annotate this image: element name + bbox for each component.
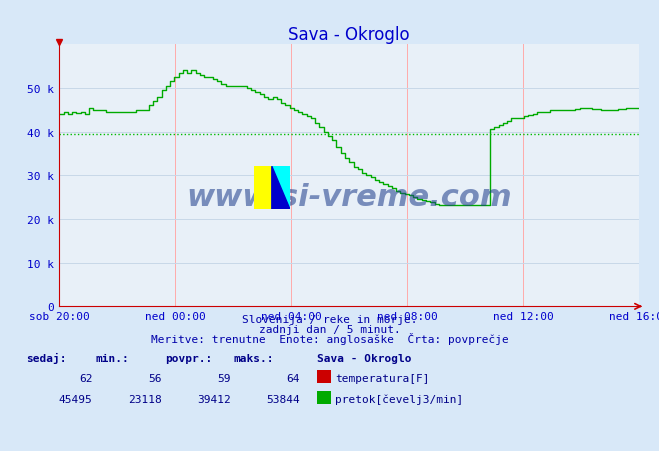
- Text: maks.:: maks.:: [234, 353, 274, 363]
- Text: 53844: 53844: [266, 394, 300, 404]
- Text: Meritve: trenutne  Enote: anglosaške  Črta: povprečje: Meritve: trenutne Enote: anglosaške Črta…: [151, 332, 508, 344]
- Text: min.:: min.:: [96, 353, 129, 363]
- Text: 39412: 39412: [197, 394, 231, 404]
- Text: Slovenija / reke in morje.: Slovenija / reke in morje.: [242, 314, 417, 324]
- Text: Sava - Okroglo: Sava - Okroglo: [317, 353, 411, 363]
- Polygon shape: [272, 167, 290, 210]
- Text: povpr.:: povpr.:: [165, 353, 212, 363]
- Text: 64: 64: [287, 373, 300, 383]
- Text: 59: 59: [217, 373, 231, 383]
- Title: Sava - Okroglo: Sava - Okroglo: [289, 26, 410, 44]
- Text: www.si-vreme.com: www.si-vreme.com: [186, 182, 512, 211]
- Text: temperatura[F]: temperatura[F]: [335, 373, 430, 383]
- Text: sedaj:: sedaj:: [26, 352, 67, 363]
- Text: pretok[čevelj3/min]: pretok[čevelj3/min]: [335, 394, 464, 404]
- Text: 62: 62: [79, 373, 92, 383]
- Text: zadnji dan / 5 minut.: zadnji dan / 5 minut.: [258, 324, 401, 334]
- Text: 23118: 23118: [128, 394, 161, 404]
- Polygon shape: [272, 167, 290, 210]
- Text: 45495: 45495: [59, 394, 92, 404]
- Text: 56: 56: [148, 373, 161, 383]
